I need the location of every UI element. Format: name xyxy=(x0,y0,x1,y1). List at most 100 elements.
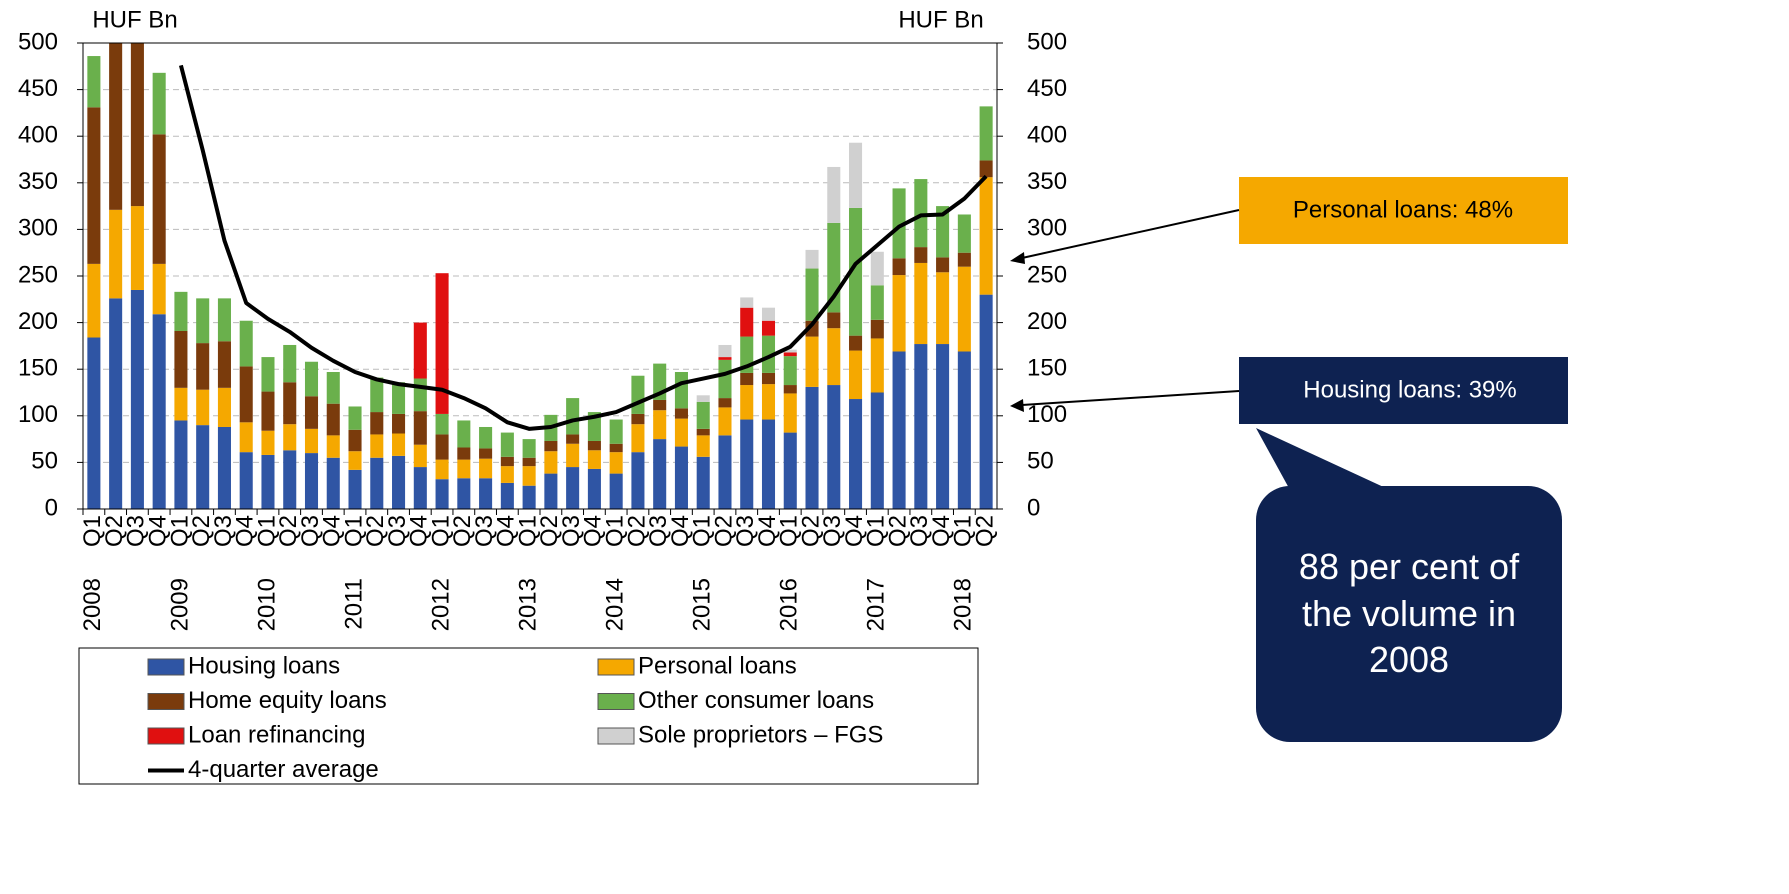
y2-tick-label: 400 xyxy=(1027,122,1067,149)
bar-segment xyxy=(392,433,406,456)
year-label: 2010 xyxy=(253,578,280,631)
x-tick-label: Q2 xyxy=(797,515,824,547)
bar-segment xyxy=(239,422,253,453)
legend-swatch xyxy=(597,693,635,710)
bar-segment xyxy=(870,285,884,320)
x-tick-label: Q2 xyxy=(623,515,650,547)
bar-segment xyxy=(587,450,601,469)
year-label: 2008 xyxy=(79,578,106,631)
bar-segment xyxy=(500,466,514,483)
x-tick-label: Q3 xyxy=(558,515,585,547)
year-label: 2013 xyxy=(514,578,541,631)
x-tick-label: Q2 xyxy=(188,515,215,547)
bar-segment xyxy=(892,351,906,509)
bar-segment xyxy=(783,349,797,353)
x-tick-label: Q4 xyxy=(841,515,868,547)
bar-segment xyxy=(696,428,710,436)
bar-segment xyxy=(696,395,710,402)
legend-swatch xyxy=(147,693,185,710)
bar-segment xyxy=(152,314,166,509)
bar-segment xyxy=(892,188,906,259)
bar-segment xyxy=(783,356,797,386)
legend-swatch xyxy=(597,727,635,745)
bar-segment xyxy=(413,378,427,412)
y-tick-label: 150 xyxy=(18,355,58,382)
bar-segment xyxy=(457,478,471,509)
legend-label: Housing loans xyxy=(188,652,340,679)
bar-segment xyxy=(109,43,123,210)
bar-segment xyxy=(805,249,819,269)
bar-segment xyxy=(870,338,884,393)
bar-segment xyxy=(544,473,558,509)
bar-segment xyxy=(370,377,384,413)
bar-segment xyxy=(500,456,514,467)
bar-segment xyxy=(609,419,623,444)
bar-segment xyxy=(435,434,449,460)
x-tick-label: Q4 xyxy=(667,515,694,547)
bar-segment xyxy=(761,372,776,385)
bar-segment xyxy=(304,453,319,509)
arrow xyxy=(1021,209,1240,259)
bar-segment xyxy=(783,385,797,394)
y-axis-unit: HUF Bn xyxy=(92,6,177,33)
x-tick-label: Q4 xyxy=(145,515,172,547)
bar-segment xyxy=(957,266,971,352)
y-tick-label: 500 xyxy=(18,28,58,55)
bar-segment xyxy=(761,384,776,420)
bar-segment xyxy=(957,351,971,509)
x-tick-label: Q2 xyxy=(275,515,302,547)
bar-segment xyxy=(936,344,950,509)
bar-segment xyxy=(239,320,253,367)
bar-segment xyxy=(566,398,580,435)
bar-segment xyxy=(479,478,493,509)
bar-segment xyxy=(957,252,971,267)
arrow xyxy=(1021,390,1240,406)
year-label: 2015 xyxy=(689,578,716,631)
x-tick-label: Q2 xyxy=(710,515,737,547)
bar-segment xyxy=(500,482,514,509)
x-tick-label: Q3 xyxy=(471,515,498,547)
bar-segment xyxy=(413,467,427,509)
bar-segment xyxy=(979,106,993,161)
bar-segment xyxy=(696,456,710,509)
bar-segment xyxy=(152,134,166,264)
bar-segment xyxy=(174,387,188,421)
y-tick-label: 300 xyxy=(18,215,58,242)
legend-swatch xyxy=(147,727,185,745)
bar-segment xyxy=(435,479,449,509)
y-tick-label: 0 xyxy=(45,494,58,521)
bar-segment xyxy=(718,357,732,360)
bar-segment xyxy=(152,72,166,135)
bar-segment xyxy=(631,375,645,414)
bar-segment xyxy=(696,401,710,429)
bar-segment xyxy=(457,459,471,479)
y2-tick-label: 450 xyxy=(1027,75,1067,102)
bar-segment xyxy=(718,359,732,399)
bar-segment xyxy=(109,298,123,509)
y-tick-label: 200 xyxy=(18,308,58,335)
x-tick-label: Q2 xyxy=(362,515,389,547)
bar-segment xyxy=(326,457,340,509)
bar-segment xyxy=(217,387,231,427)
bar-segment xyxy=(304,396,319,429)
bar-segment xyxy=(370,434,384,458)
bar-segment xyxy=(283,382,297,425)
bar-segment xyxy=(544,440,558,452)
y-tick-label: 350 xyxy=(18,168,58,195)
bar-segment xyxy=(239,452,253,509)
y2-tick-label: 150 xyxy=(1027,355,1067,382)
x-tick-label: Q3 xyxy=(210,515,237,547)
legend-label: Other consumer loans xyxy=(638,687,874,714)
bar-segment xyxy=(783,393,797,433)
bar-segment xyxy=(392,413,406,434)
y2-tick-label: 300 xyxy=(1027,215,1067,242)
bar-segment xyxy=(805,386,819,509)
bar-segment xyxy=(718,344,732,358)
bar-segment xyxy=(87,56,101,108)
bar-segment xyxy=(827,328,841,386)
bar-segment xyxy=(892,258,906,276)
bar-segment xyxy=(370,412,384,435)
x-tick-label: Q3 xyxy=(906,515,933,547)
bar-segment xyxy=(740,372,754,386)
